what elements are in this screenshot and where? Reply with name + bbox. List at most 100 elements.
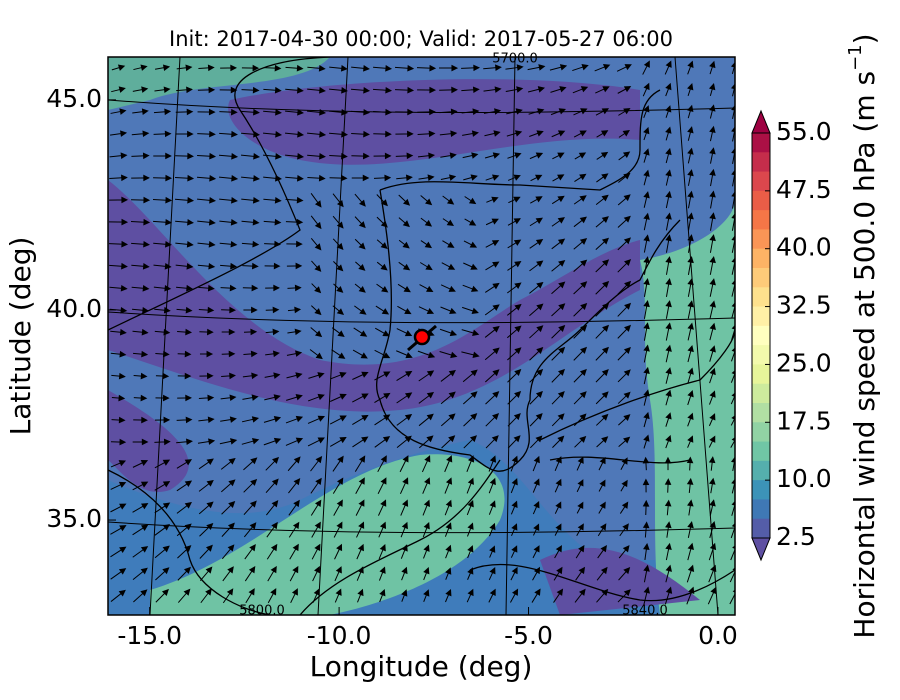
- wind-arrow: [617, 324, 632, 339]
- wind-arrow: [554, 545, 562, 559]
- wind-arrow: [665, 256, 672, 275]
- coastlines: [108, 57, 735, 615]
- wind-arrow: [423, 589, 430, 602]
- wind-arrow: [687, 412, 694, 427]
- wind-arrow: [463, 413, 478, 427]
- colorbar-bin: [752, 518, 770, 539]
- wind-arrow: [154, 438, 171, 446]
- wind-arrow: [618, 545, 630, 559]
- wind-arrow: [221, 544, 235, 560]
- wind-arrow: [595, 302, 610, 317]
- wind-arrow: [311, 283, 322, 294]
- wind-arrow: [422, 521, 430, 538]
- wind-arrow: [506, 130, 523, 137]
- wind-arrow: [329, 436, 347, 447]
- wind-arrow: [575, 544, 585, 559]
- colorbar-label-text: Horizontal wind speed at 500.0 hPa (m s: [848, 71, 881, 639]
- colorbar-bin: [752, 383, 770, 404]
- wind-arrow: [554, 501, 562, 514]
- wind-arrow: [573, 302, 588, 317]
- wind-arrow: [665, 82, 672, 97]
- wind-arrow: [529, 239, 544, 249]
- wind-arrow: [153, 240, 172, 248]
- wind-arrow: [177, 588, 191, 603]
- wind-arrow: [333, 283, 344, 293]
- wind-arrow: [619, 523, 629, 537]
- wind-arrow: [618, 172, 631, 183]
- wind-arrow: [709, 104, 716, 119]
- wind-arrow: [463, 262, 478, 270]
- wind-arrow: [530, 174, 543, 182]
- wind-arrow: [687, 169, 694, 186]
- wind-arrow: [243, 457, 258, 471]
- wind-arrow: [108, 218, 129, 226]
- field-fill: [228, 79, 640, 165]
- wind-arrow: [221, 522, 235, 537]
- wind-arrow: [573, 238, 588, 250]
- wind-arrow: [334, 588, 342, 603]
- wind-arrow: [197, 152, 217, 160]
- wind-arrow: [642, 456, 650, 471]
- wind-arrow: [574, 435, 587, 448]
- wind-arrow: [265, 456, 280, 471]
- wind-arrow: [241, 437, 260, 445]
- wind-arrow: [265, 284, 280, 292]
- wind-arrow: [529, 346, 544, 361]
- wind-arrow: [596, 151, 609, 160]
- wind-arrow: [285, 218, 304, 226]
- wind-arrow: [532, 523, 540, 536]
- wind-arrow: [484, 347, 500, 361]
- wind-arrow: [598, 479, 606, 492]
- wind-arrow: [132, 306, 150, 314]
- wind-arrow: [396, 370, 413, 381]
- wind-arrow: [686, 586, 695, 605]
- wind-arrow: [197, 130, 216, 138]
- wind-arrow: [687, 147, 694, 164]
- wind-arrow: [550, 86, 567, 93]
- wind-arrow: [288, 478, 301, 494]
- wind-arrow: [529, 325, 544, 339]
- wind-arrow: [351, 152, 370, 160]
- colorbar-tick-label: 55.0: [776, 117, 832, 146]
- wind-arrow: [333, 521, 343, 538]
- wind-arrow: [529, 281, 544, 294]
- wind-arrow: [665, 147, 672, 164]
- wind-arrow: [532, 478, 540, 493]
- wind-arrow: [665, 278, 672, 297]
- wind-arrow: [177, 566, 191, 581]
- wind-arrow: [153, 152, 172, 160]
- wind-arrow: [618, 108, 631, 116]
- colorbar-tick-label: 10.0: [776, 464, 832, 493]
- wind-arrow: [307, 64, 326, 72]
- wind-arrow: [240, 153, 261, 160]
- wind-arrow: [354, 305, 367, 315]
- x-tick-label: -10.0: [307, 621, 372, 650]
- wind-arrow: [686, 564, 695, 583]
- wind-arrow: [263, 131, 283, 138]
- wind-arrow: [572, 86, 589, 94]
- x-tick-label: -5.0: [504, 621, 553, 650]
- wind-arrow: [110, 589, 126, 602]
- wind-arrow: [243, 522, 257, 538]
- wind-arrow: [352, 436, 369, 448]
- wind-arrow: [310, 499, 322, 516]
- wind-arrow: [483, 64, 502, 72]
- colorbar-bin: [752, 499, 770, 520]
- wind-arrow: [554, 478, 562, 493]
- wind-arrow: [153, 263, 172, 270]
- wind-arrow: [708, 83, 716, 97]
- colorbar-tick-label: 47.5: [776, 175, 832, 204]
- wind-arrow: [241, 86, 260, 94]
- wind-arrow: [422, 499, 430, 516]
- wind-arrow: [219, 197, 238, 204]
- wind-arrow: [485, 261, 500, 271]
- x-tick-label: 0.0: [698, 621, 738, 650]
- wind-arrow: [665, 169, 672, 186]
- wind-arrow: [617, 259, 632, 273]
- wind-arrow: [287, 284, 302, 292]
- wind-arrow: [351, 65, 370, 72]
- wind-arrow: [334, 543, 343, 560]
- wind-arrow: [401, 566, 408, 581]
- wind-arrow: [263, 153, 283, 160]
- wind-arrow: [488, 567, 496, 581]
